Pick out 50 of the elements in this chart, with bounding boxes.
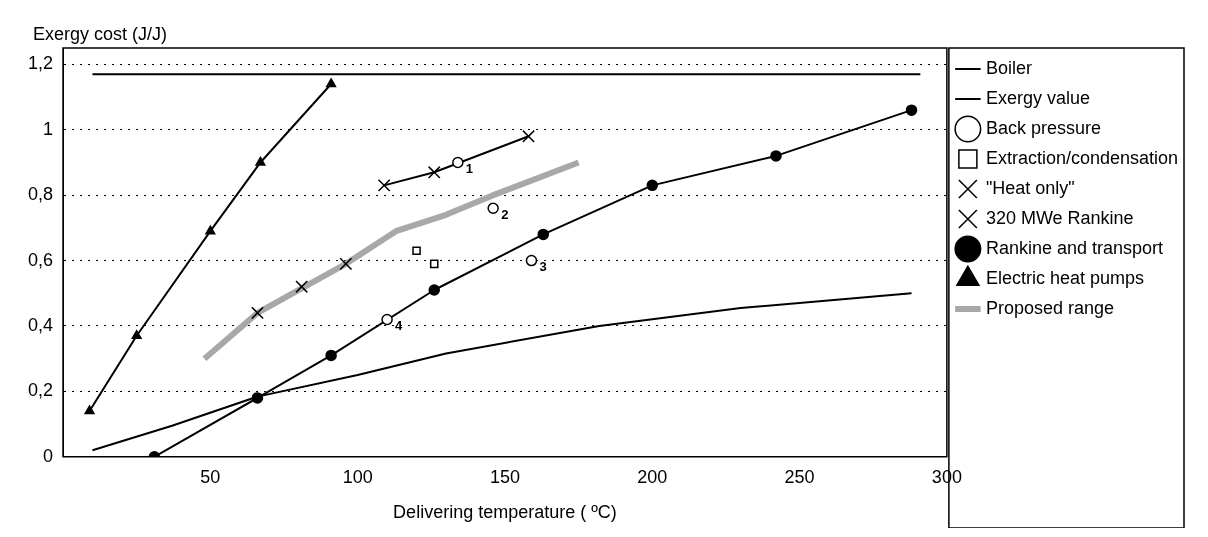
point: [522, 129, 535, 143]
point: [905, 104, 918, 116]
point: [251, 306, 264, 320]
point: [325, 349, 337, 362]
annotation: 4: [395, 318, 404, 334]
annotation: 3: [539, 259, 547, 275]
legend-label: Back pressure: [985, 117, 1101, 138]
x-tick-label: 200: [637, 466, 668, 487]
point: [487, 202, 499, 214]
legend-label: Extraction/condensation: [985, 147, 1178, 168]
x-tick-label: 50: [200, 466, 221, 487]
point: [84, 405, 95, 415]
point: [412, 246, 421, 256]
point: [770, 150, 782, 162]
y-tick-label: 0,2: [27, 380, 54, 401]
point: [377, 178, 391, 192]
point: [131, 330, 142, 340]
x-tick-label: 250: [784, 466, 815, 487]
y-tick-label: 1,2: [27, 53, 54, 74]
point: [295, 280, 309, 294]
point: [427, 165, 441, 179]
y-tick-label: 1: [43, 118, 54, 139]
point: [452, 156, 464, 169]
point: [381, 313, 393, 326]
legend-label: Electric heat pumps: [985, 267, 1144, 288]
point: [537, 228, 549, 241]
legend-label: "Heat only": [985, 177, 1075, 198]
legend-label: Rankine and transport: [985, 237, 1163, 258]
point: [428, 284, 440, 296]
point: [646, 179, 659, 192]
y-tick-label: 0: [43, 445, 54, 466]
y-tick-label: 0,8: [27, 184, 54, 205]
x-axis-title: Delivering temperature ( ºC): [393, 502, 617, 523]
legend-label: Boiler: [985, 57, 1032, 78]
legend-label: Proposed range: [985, 297, 1114, 318]
point: [429, 259, 439, 269]
point: [205, 225, 216, 235]
legend-label: Exergy value: [985, 87, 1090, 108]
x-tick-label: 100: [342, 466, 373, 487]
point: [525, 254, 538, 267]
y-tick-label: 0,6: [27, 249, 54, 270]
point: [326, 78, 337, 88]
x-tick-label: 150: [489, 466, 520, 487]
y-axis-title: Exergy cost (J/J): [33, 23, 168, 44]
annotation: 2: [501, 206, 509, 222]
annotation: 1: [465, 161, 474, 177]
point: [339, 257, 353, 271]
point: [255, 156, 266, 166]
y-tick-label: 0,4: [27, 314, 54, 335]
legend-label: 320 MWe Rankine: [985, 207, 1134, 228]
